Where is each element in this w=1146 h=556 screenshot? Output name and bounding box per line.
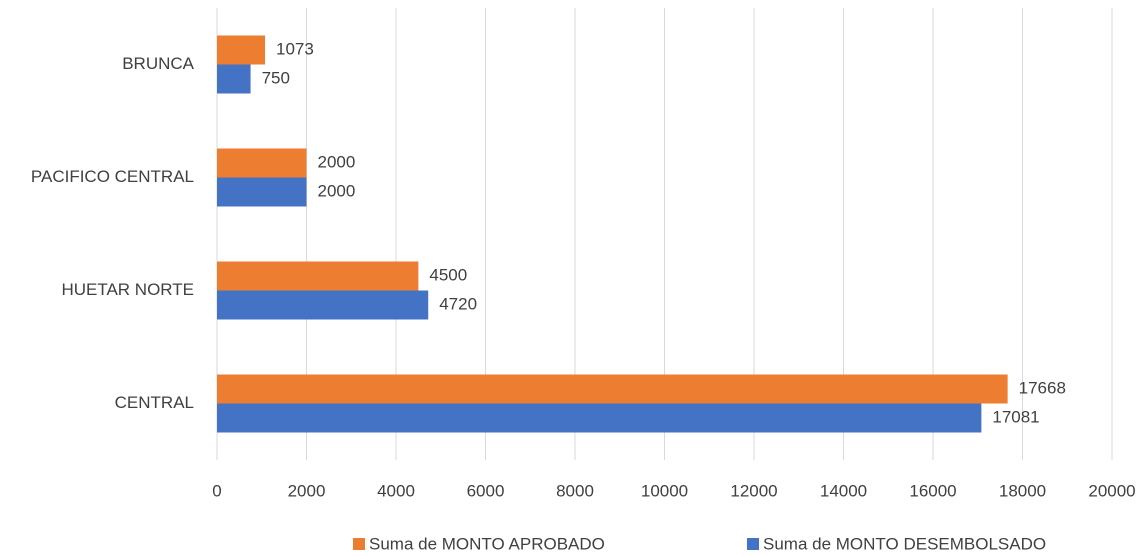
x-tick-label: 14000: [820, 481, 867, 500]
x-tick-label: 18000: [999, 481, 1046, 500]
x-tick-label: 4000: [377, 481, 415, 500]
data-label: 4500: [429, 265, 467, 284]
data-label: 1073: [276, 39, 314, 58]
data-label: 4720: [439, 294, 477, 313]
x-tick-label: 20000: [1088, 481, 1135, 500]
bar: [217, 64, 251, 94]
legend-label: Suma de MONTO APROBADO: [369, 534, 605, 553]
data-label: 17668: [1019, 378, 1066, 397]
bar: [217, 148, 307, 178]
y-tick-label: BRUNCA: [122, 54, 194, 73]
y-tick-label: CENTRAL: [115, 393, 194, 412]
x-tick-label: 10000: [641, 481, 688, 500]
y-tick-label: HUETAR NORTE: [61, 280, 194, 299]
bar: [217, 374, 1008, 404]
x-tick-label: 6000: [467, 481, 505, 500]
x-tick-label: 16000: [909, 481, 956, 500]
bar: [217, 290, 429, 320]
x-tick-label: 0: [212, 481, 221, 500]
data-label: 750: [262, 68, 290, 87]
data-label: 2000: [318, 152, 356, 171]
bar: [217, 261, 419, 291]
legend-swatch: [747, 538, 759, 550]
data-label: 17081: [992, 407, 1039, 426]
data-label: 2000: [318, 181, 356, 200]
y-tick-label: PACIFICO CENTRAL: [31, 167, 194, 186]
legend-swatch: [353, 538, 365, 550]
bar: [217, 35, 266, 65]
bar: [217, 403, 982, 433]
x-tick-label: 2000: [288, 481, 326, 500]
bar: [217, 177, 307, 207]
x-tick-label: 8000: [556, 481, 594, 500]
x-tick-label: 12000: [730, 481, 777, 500]
legend-label: Suma de MONTO DESEMBOLSADO: [763, 534, 1046, 553]
